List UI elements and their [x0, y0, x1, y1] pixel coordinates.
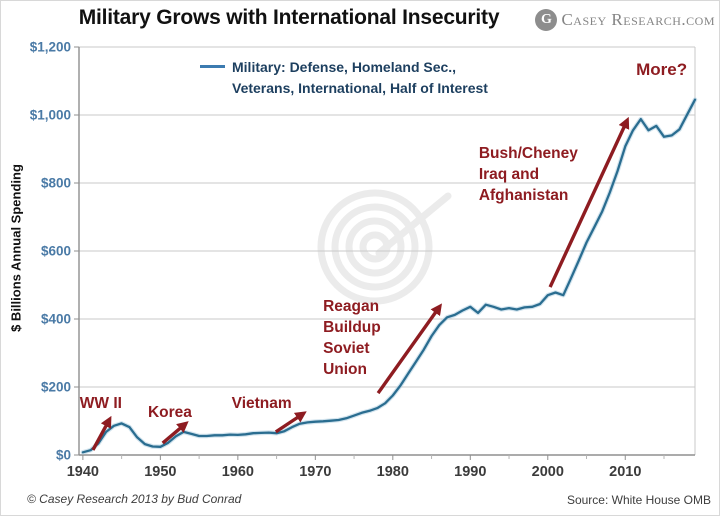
x-tick-label: 2000: [532, 464, 564, 480]
annotation-arrow-bush-cheney: [548, 116, 630, 288]
x-tick-label: 1970: [299, 464, 331, 480]
y-tick-label: $200: [41, 380, 71, 395]
x-tick-label: 1980: [377, 464, 409, 480]
x-tick-label: 1990: [454, 464, 486, 480]
y-tick-label: $800: [41, 176, 71, 191]
annotation-arrow-vietnam: [274, 411, 307, 434]
annotation-arrow-ww2: [91, 415, 112, 451]
y-tick-label: $1,200: [30, 40, 71, 55]
y-tick-label: $1,000: [30, 108, 71, 123]
annotation-arrow-korea: [161, 421, 189, 445]
y-tick-label: $600: [41, 244, 71, 259]
x-tick-label: 1940: [67, 464, 99, 480]
x-tick-label: 1960: [222, 464, 254, 480]
x-tick-label: 1950: [144, 464, 176, 480]
y-tick-label: $0: [56, 448, 71, 463]
y-tick-label: $400: [41, 312, 71, 327]
x-tick-label: 2010: [609, 464, 641, 480]
watermark-logo: [317, 189, 452, 305]
annotation-arrow-reagan-buildup: [376, 303, 442, 395]
military-spending-line: [81, 98, 697, 454]
